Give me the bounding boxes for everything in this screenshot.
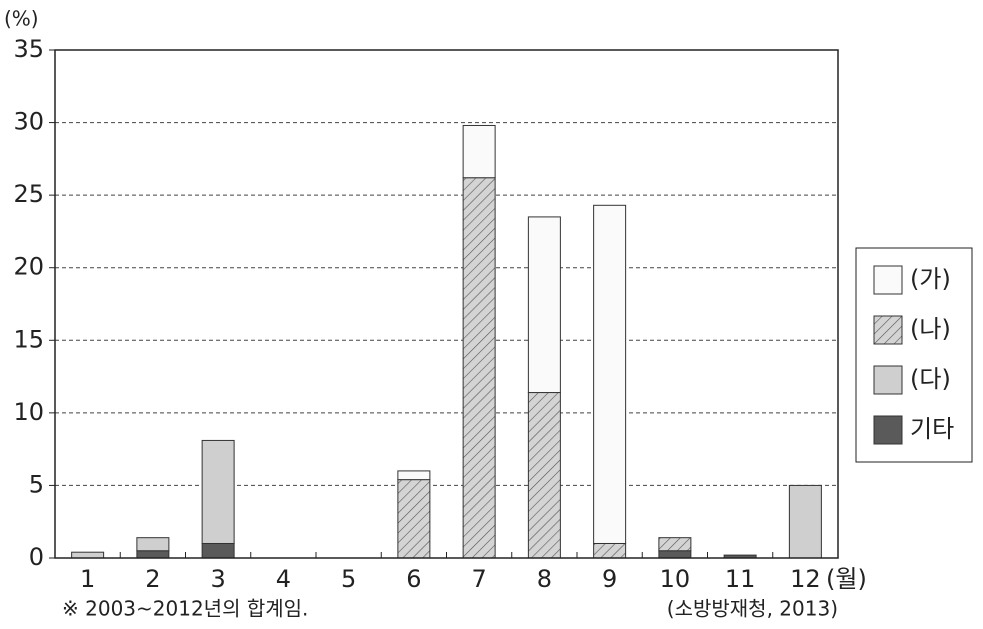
x-tick-label: 11 — [725, 565, 756, 593]
y-tick-label: 20 — [13, 253, 44, 281]
legend-swatch — [873, 365, 903, 395]
bar-segment — [462, 177, 496, 559]
bar-segment — [658, 550, 692, 559]
bar-segment — [397, 479, 431, 559]
x-tick-label: 7 — [471, 565, 486, 593]
y-tick-label: 0 — [29, 543, 44, 571]
y-tick-label: 25 — [13, 180, 44, 208]
x-tick-label: 8 — [537, 565, 552, 593]
y-tick-label: 10 — [13, 398, 44, 426]
x-tick-label: 12 — [790, 565, 821, 593]
bar-segment — [658, 537, 692, 552]
bar-segment — [71, 551, 105, 559]
bar-segment — [136, 537, 170, 552]
bar-segment — [136, 550, 170, 559]
y-unit: (%) — [4, 7, 39, 31]
plot-frame — [54, 49, 839, 559]
x-tick-label: 3 — [210, 565, 225, 593]
x-tick-label: 4 — [276, 565, 291, 593]
y-tick-label: 30 — [13, 108, 44, 136]
bar-segment — [397, 470, 431, 481]
y-tick-label: 35 — [13, 35, 44, 63]
bar-segment — [788, 484, 822, 559]
x-tick-label: 6 — [406, 565, 421, 593]
source: (소방방재청, 2013) — [667, 597, 838, 621]
legend-label: 기타 — [910, 415, 954, 443]
legend-swatch — [873, 315, 903, 345]
x-tick-label: 5 — [341, 565, 356, 593]
legend-swatch — [873, 265, 903, 295]
bar-segment — [527, 392, 561, 559]
x-tick-label: 2 — [145, 565, 160, 593]
x-tick-label: 9 — [602, 565, 617, 593]
x-tick-label: 1 — [80, 565, 95, 593]
bar-segment — [462, 124, 496, 179]
bar-segment — [201, 439, 235, 544]
bar-segment — [527, 216, 561, 394]
x-unit: (월) — [826, 565, 867, 593]
legend-label: (가) — [910, 265, 951, 293]
bar-segment — [593, 204, 627, 544]
note: ※ 2003~2012년의 합계임. — [62, 597, 308, 621]
y-tick-label: 15 — [13, 325, 44, 353]
x-tick-label: 10 — [660, 565, 691, 593]
bar-segment — [593, 542, 627, 559]
y-tick-label: 5 — [29, 470, 44, 498]
legend-swatch — [873, 415, 903, 445]
bar-segment — [201, 542, 235, 559]
legend-label: (나) — [910, 315, 951, 343]
legend-label: (다) — [910, 365, 951, 393]
